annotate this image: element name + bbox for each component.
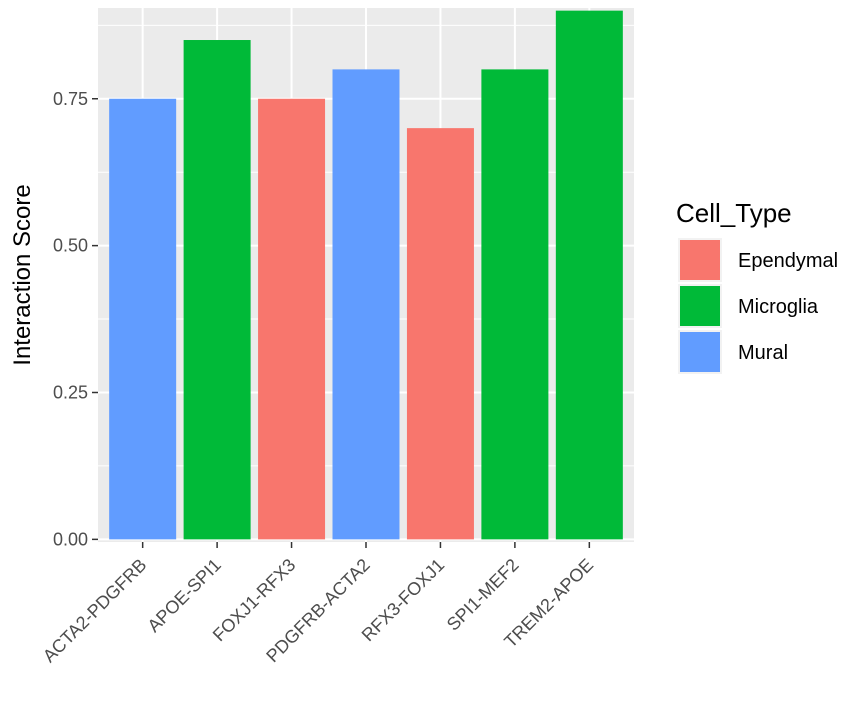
legend-label: Ependymal [738, 250, 838, 272]
y-tick-label: 0.50 [53, 236, 88, 256]
y-tick-label: 0.75 [53, 89, 88, 109]
bar [332, 69, 400, 540]
legend: Cell_Type Ependymal Microglia Mural [676, 198, 838, 374]
y-axis: 0.00 0.25 0.50 0.75 [53, 89, 98, 549]
y-tick-label: 0.00 [53, 529, 88, 549]
legend-key [680, 332, 720, 372]
bars [109, 10, 623, 540]
legend-label: Mural [738, 342, 788, 364]
x-axis: ACTA2-PDGFRBAPOE-SPI1FOXJ1-RFX3PDGFRB-AC… [39, 542, 597, 666]
bar [406, 128, 474, 540]
bar [555, 10, 623, 540]
y-axis-title: Interaction Score [9, 184, 36, 365]
x-tick-label: SPI1-MEF2 [443, 555, 523, 635]
legend-label: Microglia [738, 296, 819, 318]
legend-key [680, 240, 720, 280]
x-tick-label: ACTA2-PDGFRB [39, 555, 151, 667]
legend-title: Cell_Type [676, 198, 792, 228]
bar [481, 69, 549, 540]
x-tick-label: APOE-SPI1 [144, 555, 225, 636]
bar [109, 98, 177, 540]
y-tick-label: 0.25 [53, 382, 88, 402]
bar [258, 98, 326, 540]
bar [183, 40, 251, 540]
legend-key [680, 286, 720, 326]
